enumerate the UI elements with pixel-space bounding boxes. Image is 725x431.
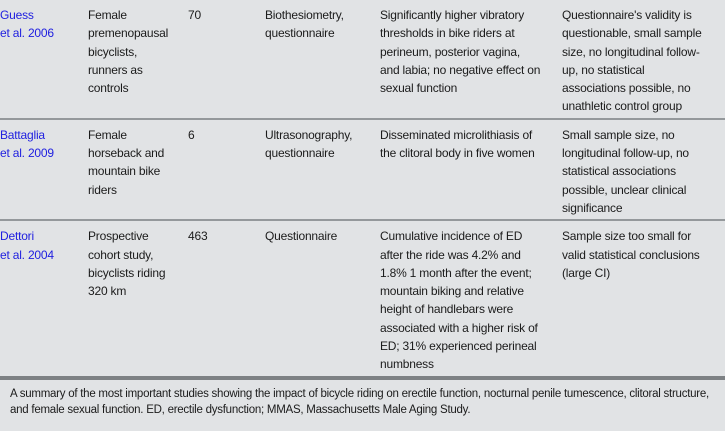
cell-population: Female premenopausal bicyclists, runners… [88, 8, 169, 96]
cell-methods: Questionnaire [265, 229, 338, 244]
cell-study: Guess et al. 2006 [0, 0, 88, 119]
cell-sample-size: 463 [188, 229, 208, 244]
citation-link[interactable]: Battaglia et al. 2009 [0, 127, 54, 161]
cell-population: Prospective cohort study, bicyclists rid… [88, 229, 166, 299]
cell-limitations: Sample size too small for valid statisti… [562, 229, 700, 280]
study-summary-table: Guess et al. 2006 Female premenopausal b… [0, 0, 725, 376]
cell-findings: Cumulative incidence of ED after the rid… [380, 229, 538, 372]
cell-limitations: Questionnaire's validity is questionable… [562, 8, 702, 114]
cell-findings: Disseminated microlithiasis of the clito… [380, 127, 535, 161]
table-caption: A summary of the most important studies … [0, 376, 725, 418]
cell-population: Female horseback and mountain bike rider… [88, 127, 165, 197]
cell-limitations: Small sample size, no longitudinal follo… [562, 127, 689, 215]
citation-link[interactable]: Dettori et al. 2004 [0, 229, 54, 262]
cell-sample-size: 6 [188, 127, 195, 142]
table-row: Guess et al. 2006 Female premenopausal b… [0, 0, 725, 119]
cell-methods: Ultrasonography, questionnaire [265, 127, 353, 161]
cell-sample-size: 70 [188, 8, 201, 22]
cell-methods: Biothesiometry, questionnaire [265, 8, 344, 41]
table-row: Battaglia et al. 2009 Female horseback a… [0, 119, 725, 221]
citation-link[interactable]: Guess et al. 2006 [0, 8, 54, 41]
cell-study: Battaglia et al. 2009 [0, 119, 88, 220]
table-row: Dettori et al. 2004 Prospective cohort s… [0, 220, 725, 376]
cell-study: Dettori et al. 2004 [0, 220, 88, 376]
cell-findings: Significantly higher vibratory threshold… [380, 8, 541, 96]
